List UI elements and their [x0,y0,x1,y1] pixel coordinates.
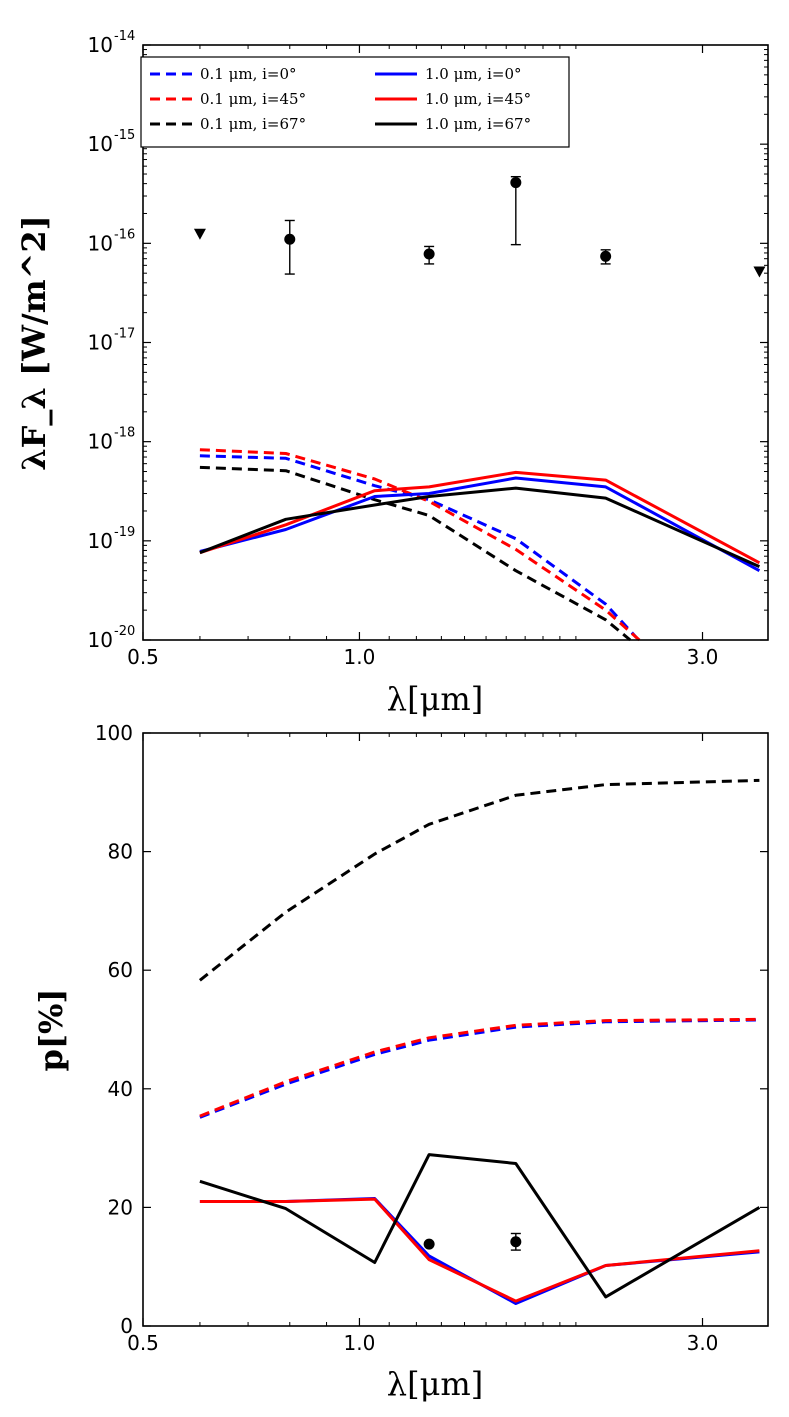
polarization-series-line-4 [199,1197,760,1303]
sed-observation-point-2 [510,177,522,189]
polarization-y-tick-label: 20 [108,1195,133,1219]
sed-y-tick-label-exponent: -16 [114,227,135,242]
sed-y-tick-label-exponent: -15 [114,128,135,143]
sed-y-tick-label-base: 10 [88,132,113,156]
polarization-y-tick-label: 80 [108,840,133,864]
polarization-series-line-5 [199,1153,761,1299]
sed-y-tick-label-exponent: -14 [114,29,135,44]
sed-x-axis-label: λ[μm] [387,680,483,718]
sed-observations-group [193,175,766,278]
polarization-y-tick-label: 0 [120,1314,133,1338]
polarization-observation-point-0 [423,1238,435,1250]
legend-label-1: 0.1 μm, i=45° [200,90,306,108]
sed-y-tick-label-exponent: -17 [114,327,135,342]
sed-series-line-5 [199,486,761,568]
sed-y-tick-label-base: 10 [88,331,113,355]
sed-x-tick-label: 3.0 [687,645,719,669]
legend-label-5: 1.0 μm, i=67° [425,115,531,133]
sed-y-tick-label-base: 10 [88,529,113,553]
sed-upper-limit-marker-0 [193,228,206,240]
sed-y-tick-label-exponent: -20 [114,624,135,639]
polarization-panel: 0.5 1.0 3.0 0 20 40 60 80 100 λ[μm] p[%] [32,721,769,1403]
sed-observation-point-3 [600,250,612,262]
sed-x-tick-label: 0.5 [127,645,159,669]
polarization-observations-group [423,1232,522,1251]
polarization-series-line-1 [199,1017,760,1118]
sed-series-group [199,448,761,642]
polarization-series-line-2 [198,778,760,982]
sed-observation-point-0 [284,233,296,245]
legend-label-2: 0.1 μm, i=67° [200,115,306,133]
sed-upper-limit-marker-1 [753,266,766,278]
sed-y-tick-label-base: 10 [88,231,113,255]
sed-y-axis-label: λF_λ [W/m^2] [15,215,53,471]
legend-label-0: 0.1 μm, i=0° [200,65,297,83]
sed-series-line-1 [199,448,641,642]
legend-label-4: 1.0 μm, i=45° [425,90,531,108]
polarization-series-group [198,778,761,1305]
sed-legend: 0.1 μm, i=0° 0.1 μm, i=45° 0.1 μm, i=67° 1.… [140,56,570,148]
polarization-plot-frame [142,732,769,1327]
polarization-ticks-group: 0.5 1.0 3.0 0 20 40 60 80 100 [95,721,768,1355]
sed-y-tick-label-exponent: -19 [114,525,135,540]
sed-y-tick-label-base: 10 [88,628,113,652]
polarization-y-axis-label: p[%] [32,988,70,1071]
polarization-x-tick-label: 0.5 [127,1331,159,1355]
sed-y-tick-label-base: 10 [88,33,113,57]
sed-series-line-2 [199,465,632,642]
sed-series-line-4 [199,470,761,565]
sed-y-tick-label-base: 10 [88,430,113,454]
polarization-x-tick-label: 1.0 [344,1331,376,1355]
polarization-y-tick-label: 100 [95,721,133,745]
legend-label-3: 1.0 μm, i=0° [425,65,522,83]
polarization-x-tick-label: 3.0 [687,1331,719,1355]
polarization-y-tick-label: 60 [108,958,133,982]
sed-series-line-3 [199,476,761,573]
polarization-observation-point-1 [510,1236,522,1248]
legend-frame [140,56,570,148]
sed-observation-point-1 [423,248,435,260]
sed-series-line-0 [199,454,638,639]
sed-x-tick-label: 1.0 [344,645,376,669]
polarization-y-tick-label: 40 [108,1077,133,1101]
sed-y-tick-label-exponent: -18 [114,426,135,441]
polarization-x-axis-label: λ[μm] [387,1365,483,1403]
